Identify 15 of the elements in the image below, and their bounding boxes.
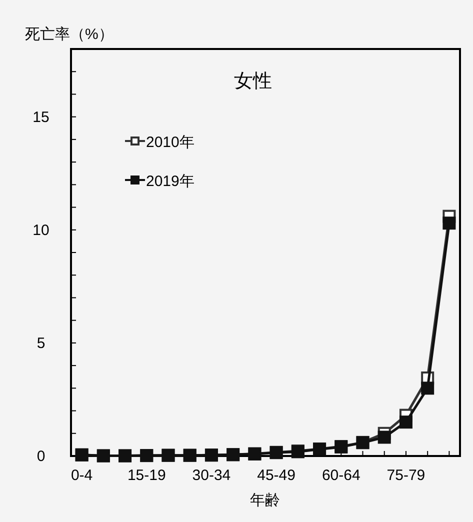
y-axis-title: 死亡率（%） [25,26,114,43]
legend-label: 2019年 [146,173,194,190]
text: 女性 [234,71,272,92]
y-tick-label: 0 [36,448,46,465]
x-axis-title: 年齢 [250,492,280,509]
y-tick-label: 15 [32,108,50,126]
y-tick-label: 5 [36,334,46,352]
x-tick-label: 45-49 [257,467,296,484]
y-tick-label: 10 [32,222,50,239]
legend-label: 2010年 [146,134,194,151]
x-tick-label: 0-4 [70,467,93,484]
x-tick-label: 60-64 [322,467,360,484]
x-tick-label: 15-19 [127,467,166,484]
x-tick-label: 75-79 [386,467,426,484]
x-tick-label: 30-34 [192,467,231,484]
